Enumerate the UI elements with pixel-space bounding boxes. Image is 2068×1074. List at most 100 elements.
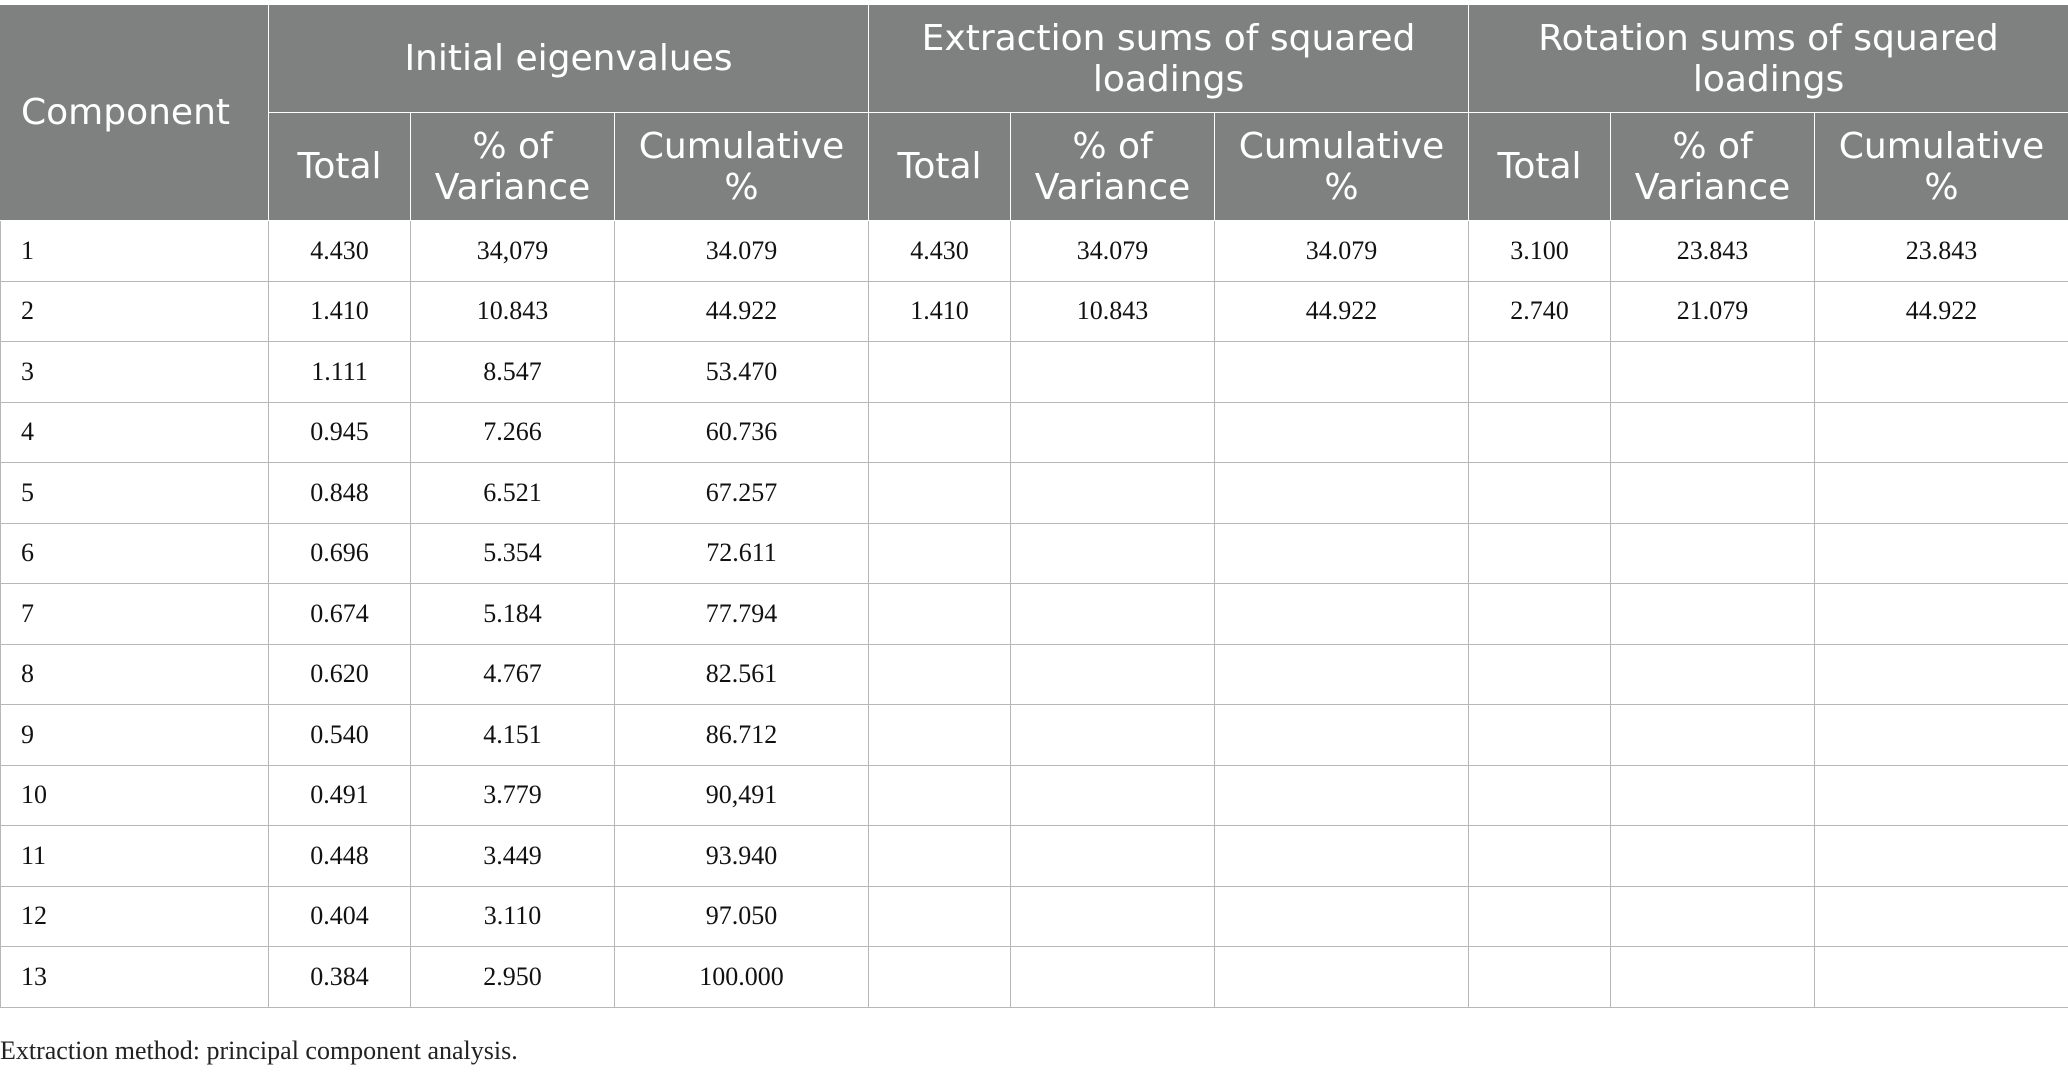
initial-eigenvalues-header: Initial eigenvalues — [267, 4, 870, 113]
table-row: 4 0.945 7.266 60.736 — [0, 401, 2068, 463]
initial-total-cell: 1.111 — [268, 341, 411, 403]
group-header-row: Component Initial eigenvalues Extraction… — [0, 4, 2068, 221]
initial-variance-cell: 34,079 — [410, 220, 615, 282]
initial-cumulative-cell: 86.712 — [613, 704, 870, 766]
rotation-cumulative-cell: 44.922 — [1814, 280, 2068, 342]
initial-cumulative-cell: 72.611 — [613, 522, 870, 584]
table-footnote: Extraction method: principal component a… — [0, 1036, 518, 1065]
rotation-variance-cell — [1610, 522, 1816, 584]
rotation-cumulative-cell — [1814, 401, 2068, 463]
initial-total-cell: 0.384 — [268, 946, 411, 1008]
initial-total-cell: 0.696 — [268, 522, 411, 584]
extraction-total-cell: 1.410 — [868, 280, 1012, 342]
initial-variance-cell: 6.521 — [410, 462, 615, 524]
rotation-cumulative-cell — [1814, 704, 2068, 766]
rotation-variance-cell — [1610, 583, 1816, 645]
table-row: 5 0.848 6.521 67.257 — [0, 462, 2068, 524]
rotation-variance-header: % of Variance — [1610, 112, 1816, 221]
table-row: 1 4.430 34,079 34.079 4.430 34.079 34.079 3.100… — [0, 220, 2068, 282]
extraction-total-cell — [868, 946, 1012, 1008]
table-row: 12 0.404 3.110 97.050 — [0, 885, 2068, 947]
extraction-total-header: Total — [868, 112, 1012, 221]
rotation-total-cell — [1468, 522, 1612, 584]
rotation-variance-cell — [1610, 885, 1816, 947]
initial-total-cell: 0.491 — [268, 764, 411, 826]
initial-variance-cell: 3.449 — [410, 825, 615, 887]
table-header: Component Initial eigenvalues Extraction… — [0, 4, 2068, 221]
extraction-variance-cell — [1010, 522, 1216, 584]
rotation-total-cell — [1468, 401, 1612, 463]
component-cell: 10 — [0, 764, 269, 826]
table-row: 8 0.620 4.767 82.561 — [0, 643, 2068, 705]
extraction-variance-cell — [1010, 946, 1216, 1008]
initial-total-cell: 0.848 — [268, 462, 411, 524]
table-body: 1 4.430 34,079 34.079 4.430 34.079 34.079 3.100… — [0, 220, 2068, 1008]
extraction-variance-cell — [1010, 825, 1216, 887]
component-cell: 9 — [0, 704, 269, 766]
initial-variance-cell: 7.266 — [410, 401, 615, 463]
extraction-total-cell — [868, 462, 1012, 524]
rotation-total-cell — [1468, 462, 1612, 524]
extraction-variance-cell: 34.079 — [1010, 220, 1216, 282]
initial-variance-cell: 5.184 — [410, 583, 615, 645]
extraction-variance-cell — [1010, 704, 1216, 766]
extraction-variance-cell — [1010, 583, 1216, 645]
rotation-cumulative-cell — [1814, 522, 2068, 584]
initial-variance-header: % of Variance — [410, 112, 615, 221]
extraction-cumulative-cell — [1214, 946, 1470, 1008]
extraction-cumulative-cell — [1214, 583, 1470, 645]
rotation-total-cell — [1468, 885, 1612, 947]
initial-cumulative-cell: 93.940 — [613, 825, 870, 887]
rotation-cumulative-cell — [1814, 643, 2068, 705]
extraction-total-cell — [868, 885, 1012, 947]
initial-cumulative-cell: 90,491 — [613, 764, 870, 826]
subheader-row: Total % of Variance Cumulative % Total %… — [1, 112, 2068, 221]
rotation-variance-cell — [1610, 401, 1816, 463]
rotation-total-cell — [1468, 825, 1612, 887]
rotation-cumulative-cell — [1814, 764, 2068, 826]
extraction-variance-cell — [1010, 341, 1216, 403]
extraction-total-cell — [868, 401, 1012, 463]
initial-variance-cell: 2.950 — [410, 946, 615, 1008]
rotation-total-cell: 2.740 — [1468, 280, 1612, 342]
component-cell: 6 — [0, 522, 269, 584]
rotation-total-cell — [1468, 583, 1612, 645]
initial-cumulative-cell: 77.794 — [613, 583, 870, 645]
component-cell: 12 — [0, 885, 269, 947]
rotation-total-cell — [1468, 643, 1612, 705]
rotation-cumulative-cell — [1814, 825, 2068, 887]
component-cell: 11 — [0, 825, 269, 887]
table-row: 3 1.111 8.547 53.470 — [0, 341, 2068, 403]
component-cell: 1 — [0, 220, 269, 282]
component-cell: 3 — [0, 341, 269, 403]
rotation-variance-cell: 23.843 — [1610, 220, 1816, 282]
rotation-variance-cell — [1610, 946, 1816, 1008]
table-row: 9 0.540 4.151 86.712 — [0, 704, 2068, 766]
extraction-cumulative-cell — [1214, 704, 1470, 766]
initial-variance-cell: 8.547 — [410, 341, 615, 403]
extraction-cumulative-cell — [1214, 522, 1470, 584]
extraction-variance-cell — [1010, 885, 1216, 947]
initial-variance-cell: 3.779 — [410, 764, 615, 826]
initial-cumulative-cell: 67.257 — [613, 462, 870, 524]
initial-total-cell: 0.448 — [268, 825, 411, 887]
variance-table-container: Component Initial eigenvalues Extraction… — [0, 4, 2068, 1008]
rotation-variance-cell — [1610, 341, 1816, 403]
initial-cumulative-cell: 100.000 — [613, 946, 870, 1008]
initial-total-header: Total — [268, 112, 411, 221]
extraction-cumulative-cell — [1214, 401, 1470, 463]
component-cell: 8 — [0, 643, 269, 705]
extraction-cumulative-cell — [1214, 764, 1470, 826]
extraction-total-cell — [868, 643, 1012, 705]
extraction-total-cell: 4.430 — [868, 220, 1012, 282]
initial-total-cell: 0.620 — [268, 643, 411, 705]
initial-cumulative-cell: 34.079 — [613, 220, 870, 282]
extraction-total-cell — [868, 522, 1012, 584]
initial-variance-cell: 10.843 — [410, 280, 615, 342]
extraction-variance-cell — [1010, 643, 1216, 705]
initial-total-cell: 0.674 — [268, 583, 411, 645]
initial-total-cell: 0.945 — [268, 401, 411, 463]
extraction-total-cell — [868, 704, 1012, 766]
rotation-variance-cell: 21.079 — [1610, 280, 1816, 342]
total-variance-table: Component Initial eigenvalues Extraction… — [0, 4, 2068, 1008]
